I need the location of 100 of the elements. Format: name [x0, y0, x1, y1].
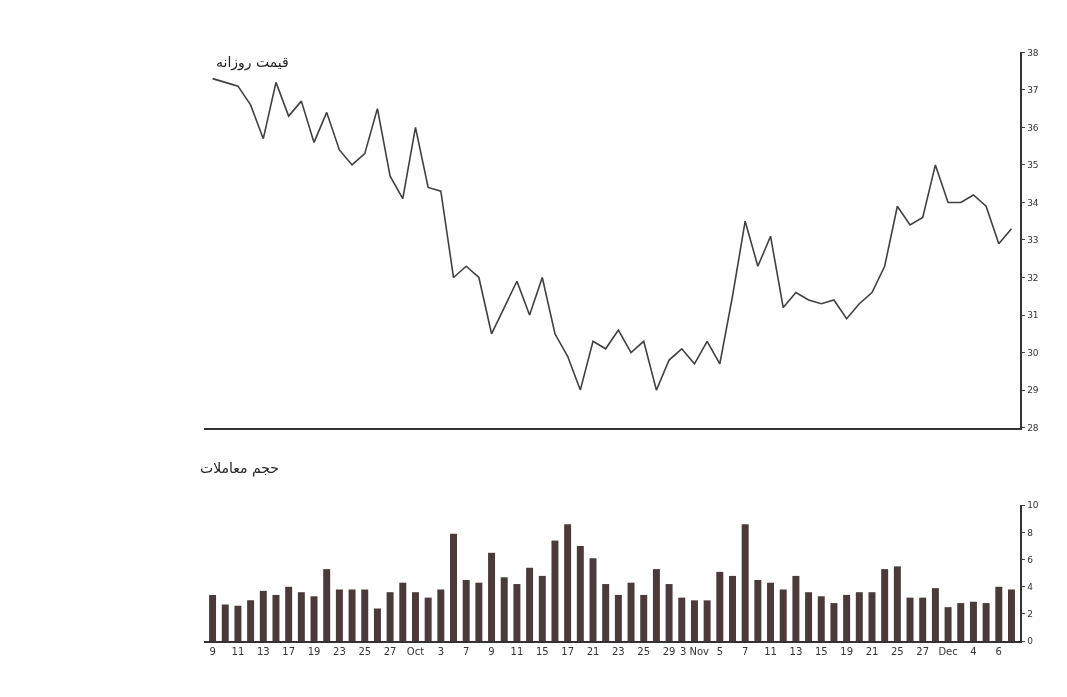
y-tick-label: 38: [1027, 47, 1039, 58]
bar: [741, 524, 749, 642]
x-tick-label: 9: [488, 646, 495, 658]
x-tick-label: 13: [789, 646, 803, 658]
bar: [1008, 589, 1015, 642]
bar: [944, 607, 952, 642]
x-tick-label: 17: [282, 646, 296, 658]
bar: [361, 589, 369, 642]
chart-title: قیمت روزانه: [216, 54, 289, 71]
bar: [272, 594, 280, 642]
bar: [678, 597, 686, 642]
bar: [614, 594, 622, 642]
y-tick-label: 35: [1027, 160, 1039, 171]
bar: [348, 589, 356, 642]
bar: [513, 584, 521, 642]
bar: [564, 524, 572, 642]
chart-title: حجم معاملات: [200, 460, 280, 477]
x-tick-label: Oct: [406, 646, 425, 658]
x-tick-label: 6: [995, 646, 1002, 658]
x-tick-label: 3: [437, 646, 445, 658]
bar: [982, 603, 990, 642]
x-tick-label: 11: [764, 646, 777, 658]
bar: [335, 589, 343, 642]
x-tick-label: 21: [865, 646, 879, 658]
bar: [373, 608, 381, 642]
bar: [437, 589, 445, 642]
bar: [957, 603, 965, 642]
bar: [526, 567, 534, 642]
bar: [221, 604, 229, 642]
bar: [627, 582, 635, 642]
bar: [830, 603, 838, 642]
bar: [843, 594, 851, 642]
y-tick-label: 32: [1027, 272, 1039, 283]
bar: [893, 566, 901, 642]
bar: [931, 588, 939, 642]
bar: [323, 569, 331, 642]
x-tick-label: 21: [586, 646, 600, 658]
x-tick-label: 23: [612, 646, 625, 658]
x-tick-label: 4: [970, 646, 977, 658]
x-tick-label: 15: [814, 646, 828, 658]
bar: [285, 586, 293, 642]
line-series: [211, 77, 1013, 391]
bar: [703, 600, 711, 642]
bar: [881, 569, 889, 642]
y-tick-label: 10: [1027, 500, 1039, 511]
bar: [259, 590, 267, 642]
bar: [247, 600, 255, 642]
x-tick-label: 29: [662, 646, 676, 658]
x-tick-label: 13: [256, 646, 270, 658]
bar: [234, 605, 242, 642]
bar: [488, 552, 496, 642]
bar: [919, 597, 927, 642]
x-tick-label: 11: [510, 646, 524, 658]
bar: [906, 597, 914, 642]
bar: [475, 582, 483, 642]
x-tick-label: 5: [716, 646, 723, 658]
y-tick-label: 33: [1027, 235, 1039, 246]
bar: [450, 533, 457, 642]
bar: [868, 592, 876, 642]
y-tick-label: 28: [1027, 422, 1039, 433]
x-tick-label: 19: [307, 646, 321, 658]
x-tick-label: 7: [463, 646, 470, 658]
x-tick-label: Dec: [938, 646, 958, 658]
x-tick-label: 17: [561, 646, 575, 658]
bar: [411, 592, 419, 642]
bar: [297, 592, 305, 642]
bar: [399, 582, 407, 642]
bar: [767, 582, 775, 642]
bar: [310, 596, 318, 642]
y-tick-label: 6: [1027, 554, 1034, 565]
bar: [462, 579, 470, 642]
bar: [538, 575, 546, 642]
x-tick-label: 23: [333, 646, 346, 658]
bar: [817, 596, 825, 642]
y-tick-label: 2: [1027, 609, 1033, 620]
y-tick-label: 36: [1027, 122, 1039, 133]
bar: [969, 601, 977, 642]
bar: [602, 584, 610, 642]
bar: [792, 575, 800, 642]
y-tick-label: 34: [1027, 197, 1039, 208]
x-tick-label: 7: [741, 646, 749, 658]
bar: [551, 540, 559, 642]
bar: [640, 594, 648, 642]
bar: [855, 592, 863, 642]
x-tick-label: 15: [535, 646, 549, 658]
y-tick-label: 8: [1027, 527, 1034, 538]
bar: [716, 571, 724, 642]
y-tick-label: 30: [1027, 347, 1039, 358]
bar: [652, 569, 660, 642]
bar: [500, 577, 508, 642]
bar: [729, 575, 736, 642]
x-tick-label: 11: [231, 646, 245, 658]
x-tick-label: 25: [890, 646, 904, 658]
bar: [665, 584, 673, 642]
bar: [209, 594, 217, 642]
y-tick-label: 37: [1027, 85, 1039, 96]
x-tick-label: 27: [383, 646, 397, 658]
x-tick-label: 9: [209, 646, 216, 658]
x-tick-label: 25: [358, 646, 372, 658]
bar: [690, 600, 698, 642]
